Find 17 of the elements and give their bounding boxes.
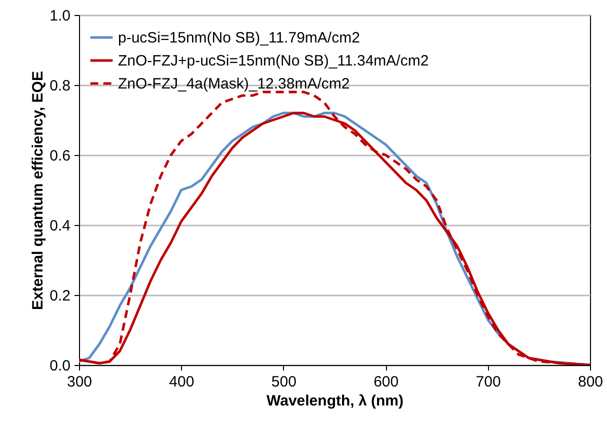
y-tick-label: 0.2 <box>50 288 70 304</box>
x-tick-label: 500 <box>271 374 296 390</box>
x-tick-label: 600 <box>374 374 399 390</box>
y-axis-title: External quantum efficiency, EQE <box>30 71 47 310</box>
x-tick-label: 300 <box>66 374 92 390</box>
legend-label: ZnO-FZJ+p-ucSi=15nm(No SB)_11.34mA/cm2 <box>118 52 429 70</box>
y-tick-label: 0.0 <box>50 358 70 374</box>
legend-label: p-ucSi=15nm(No SB)_11.79mA/cm2 <box>118 30 360 46</box>
x-axis-title: Wavelength, λ (nm) <box>266 392 404 410</box>
x-tick-label: 400 <box>169 374 194 390</box>
y-tick-label: 0.8 <box>50 78 70 94</box>
y-tick-label: 0.6 <box>50 148 70 164</box>
x-tick-label: 700 <box>476 374 501 390</box>
y-tick-label: 1.0 <box>50 8 70 24</box>
y-tick-label: 0.4 <box>50 218 70 234</box>
legend-label: ZnO-FZJ_4a(Mask)_12.38mA/cm2 <box>118 76 350 92</box>
x-tick-label: 800 <box>578 374 604 390</box>
